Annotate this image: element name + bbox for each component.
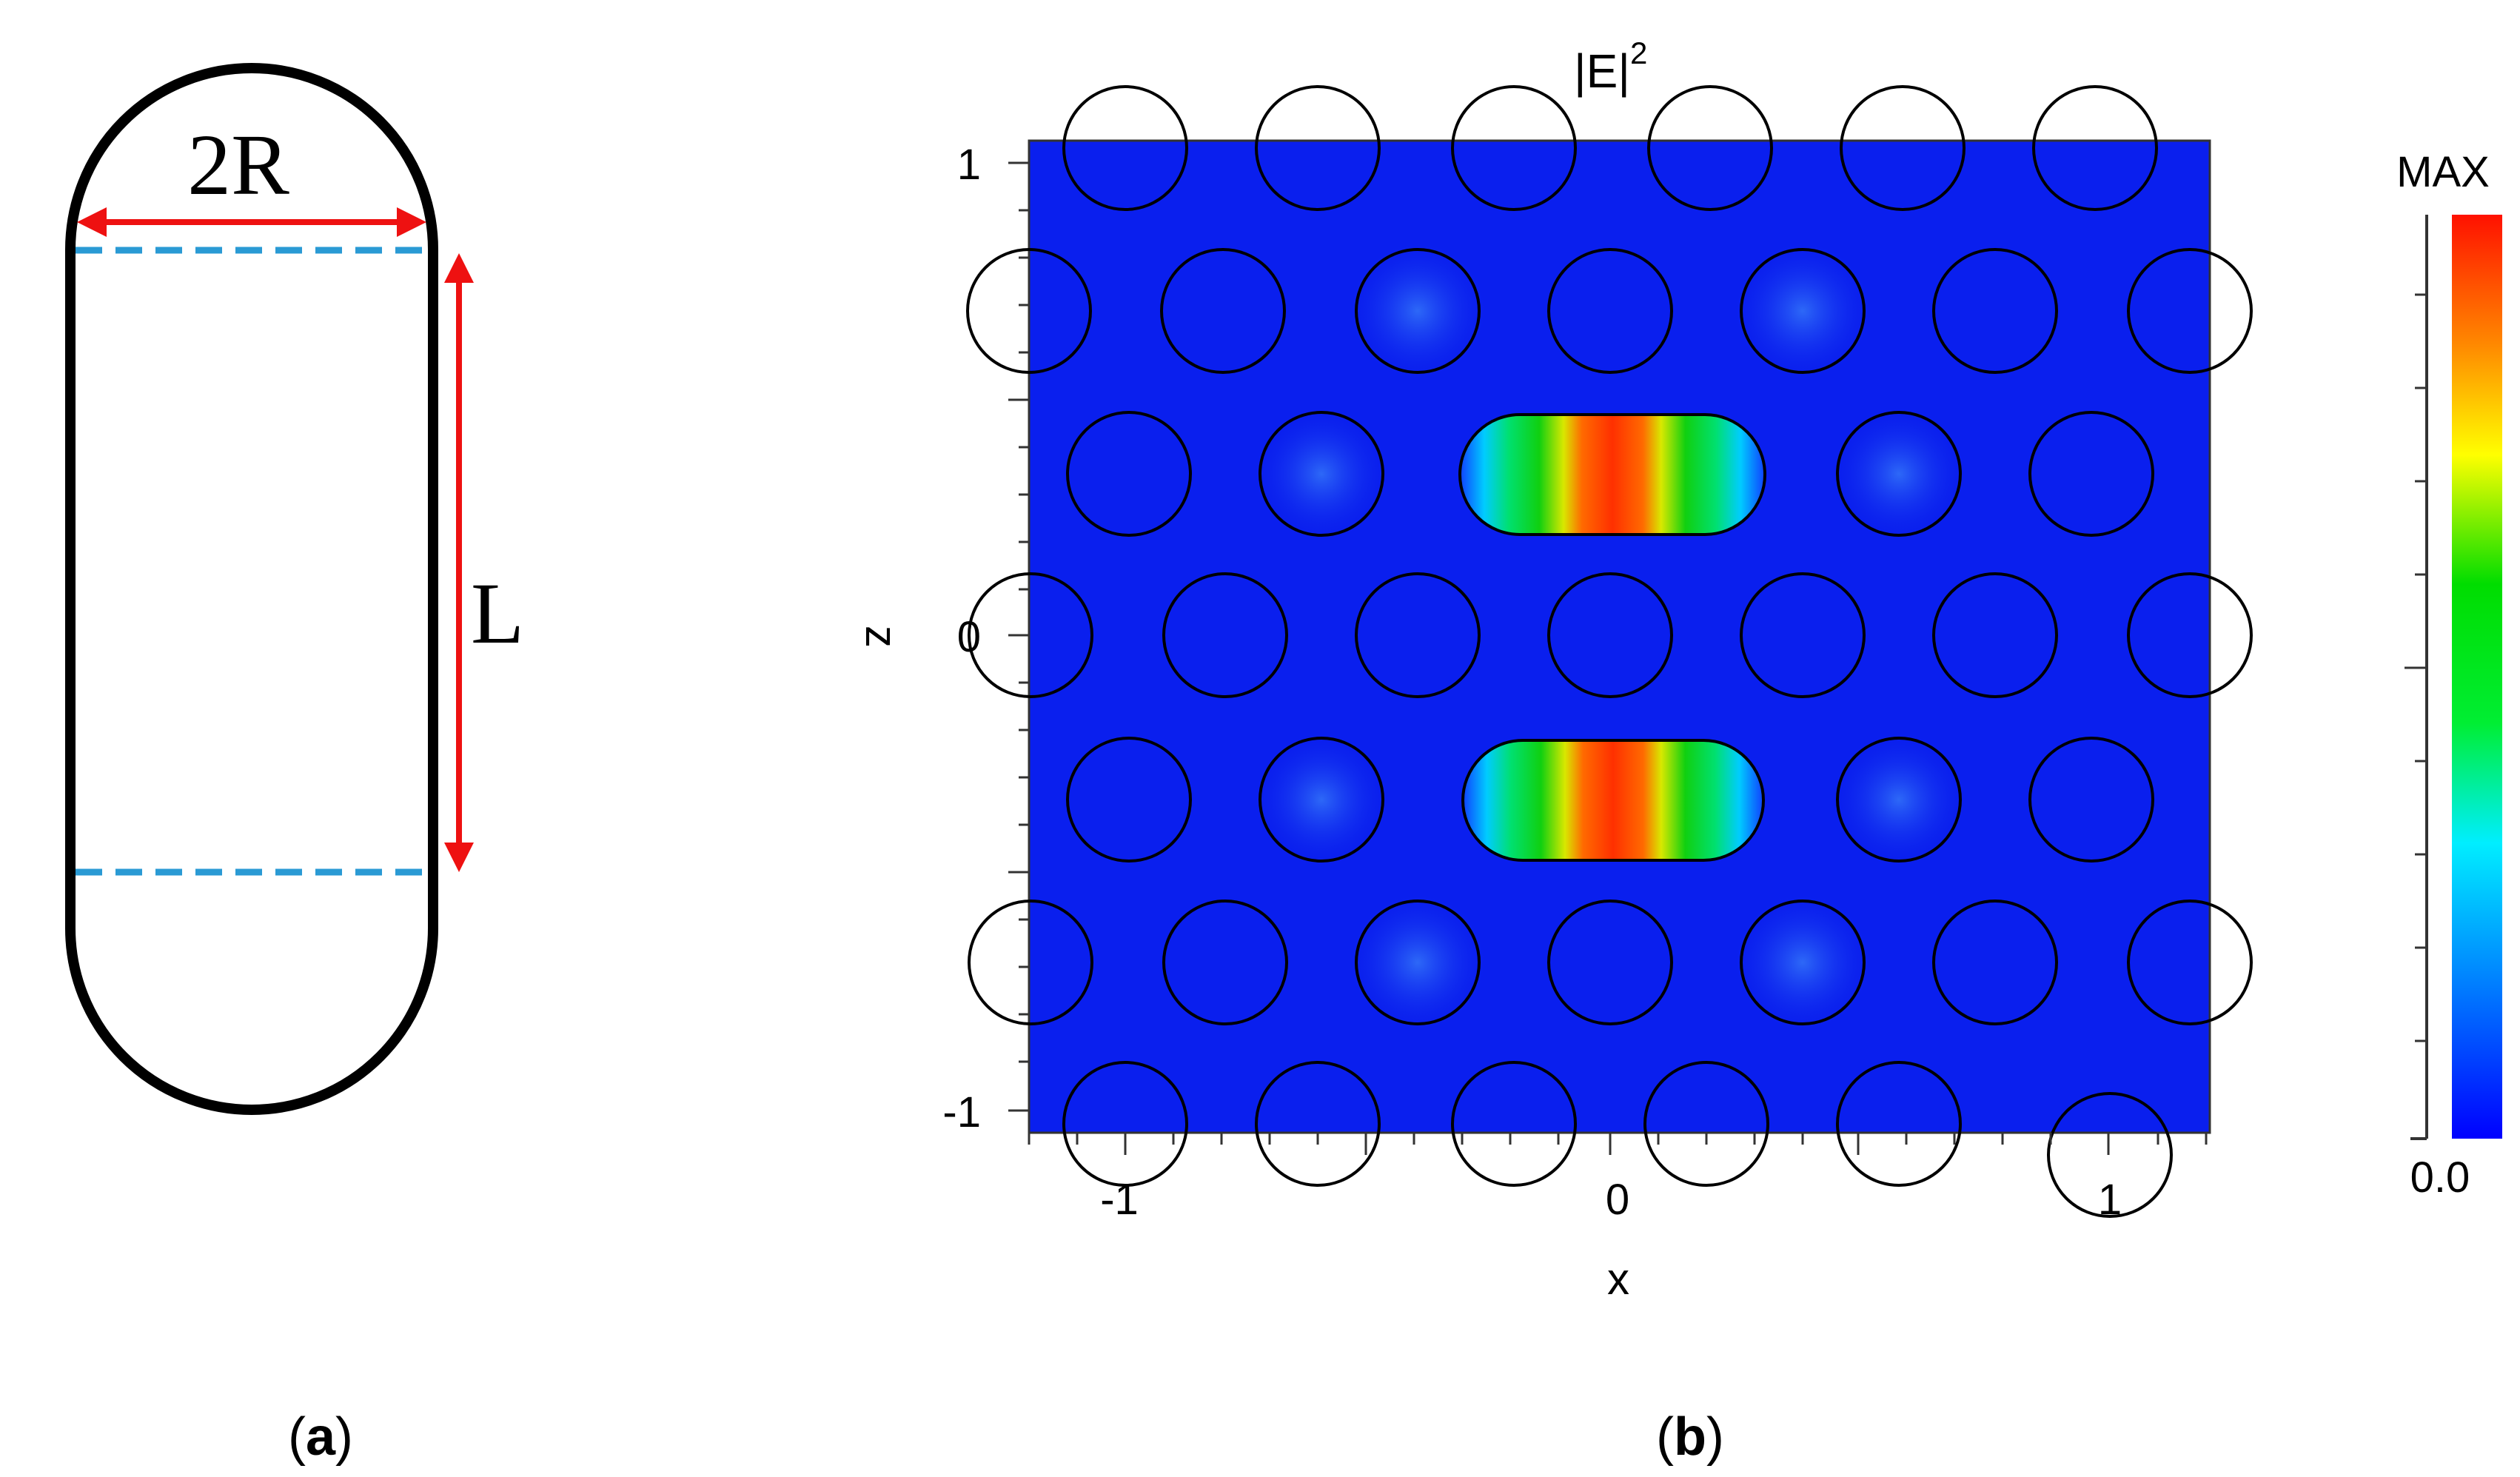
colorbar-min-label: 0.0 [2410, 1153, 2470, 1202]
rod [968, 900, 1093, 1025]
x-tick-label: 0 [1606, 1176, 1629, 1224]
rod [968, 572, 1093, 698]
glow-halo [1832, 733, 1966, 866]
rod [1355, 572, 1481, 698]
z-axis-label: z [857, 626, 906, 648]
field-map [1029, 141, 2210, 1133]
upper-cavity-outline [1458, 413, 1766, 536]
rod [1547, 572, 1673, 698]
upper-cavity-field [1460, 415, 1765, 535]
z-tick-label: -1 [942, 1088, 981, 1136]
rod [1740, 572, 1866, 698]
x-tick-label: -1 [1100, 1176, 1139, 1224]
glow-halo [1347, 241, 1488, 381]
glow-halo [1732, 241, 1873, 381]
rod [1255, 1061, 1381, 1187]
rod [1932, 900, 2058, 1025]
rod [1162, 572, 1288, 698]
rod [1451, 85, 1577, 211]
x-tick-label: 1 [2098, 1176, 2122, 1224]
axis-ticks [1008, 161, 2208, 1155]
rod [1547, 900, 1673, 1025]
colorbar-gradient [2452, 215, 2502, 1139]
rod [2127, 900, 2253, 1025]
glow-halo [1255, 733, 1388, 866]
z-tick-label: 1 [957, 141, 981, 189]
rod-lattice [966, 85, 2253, 1218]
rod [2127, 248, 2253, 374]
rod [1547, 248, 1673, 374]
z-tick-label: 0 [957, 613, 981, 661]
rod [1451, 1061, 1577, 1187]
caption-a: (a) [288, 1407, 353, 1467]
panel-a: 2R L (a) [65, 63, 524, 1467]
rod [2032, 85, 2158, 211]
rod [1740, 900, 1866, 1025]
rod [2028, 737, 2154, 863]
colorbar-max-label: MAX [2396, 148, 2490, 196]
rod [1259, 411, 1384, 537]
rod [1259, 737, 1384, 863]
rod [1160, 248, 1286, 374]
rod [1840, 85, 1966, 211]
rod [1643, 1061, 1769, 1187]
lower-cavity-outline [1461, 739, 1765, 862]
rod [1255, 85, 1381, 211]
rod [2127, 572, 2253, 698]
glow-halo [1255, 407, 1388, 540]
rod [1066, 737, 1192, 863]
glow-halo [1732, 892, 1873, 1033]
rod [1836, 1061, 1962, 1187]
x-axis-label: x [1607, 1254, 1629, 1304]
length-label: L [471, 565, 524, 662]
rod [1932, 572, 2058, 698]
panel-b: |E|2 [857, 36, 2502, 1467]
rod [1062, 1061, 1188, 1187]
stadium-outline [65, 63, 438, 1115]
width-label: 2R [187, 116, 289, 213]
field-background [1029, 141, 2210, 1133]
field-title: |E|2 [1574, 36, 1647, 98]
rod [1355, 900, 1481, 1025]
rod [2028, 411, 2154, 537]
caption-b: (b) [1656, 1407, 1724, 1467]
rod [1740, 248, 1866, 374]
glow-halo [1347, 892, 1488, 1033]
plot-frame [1028, 139, 2211, 1134]
rod [1162, 900, 1288, 1025]
rod [1647, 85, 1773, 211]
rod [2047, 1092, 2173, 1218]
rod [1932, 248, 2058, 374]
rod [1066, 411, 1192, 537]
rod [966, 248, 1092, 374]
rod [1062, 85, 1188, 211]
lower-cavity-field [1463, 740, 1763, 860]
colorbar: MAX 0.0 [2396, 148, 2502, 1202]
rod [1836, 411, 1962, 537]
rod [1355, 248, 1481, 374]
rod [1836, 737, 1962, 863]
glow-halo [1832, 407, 1966, 540]
